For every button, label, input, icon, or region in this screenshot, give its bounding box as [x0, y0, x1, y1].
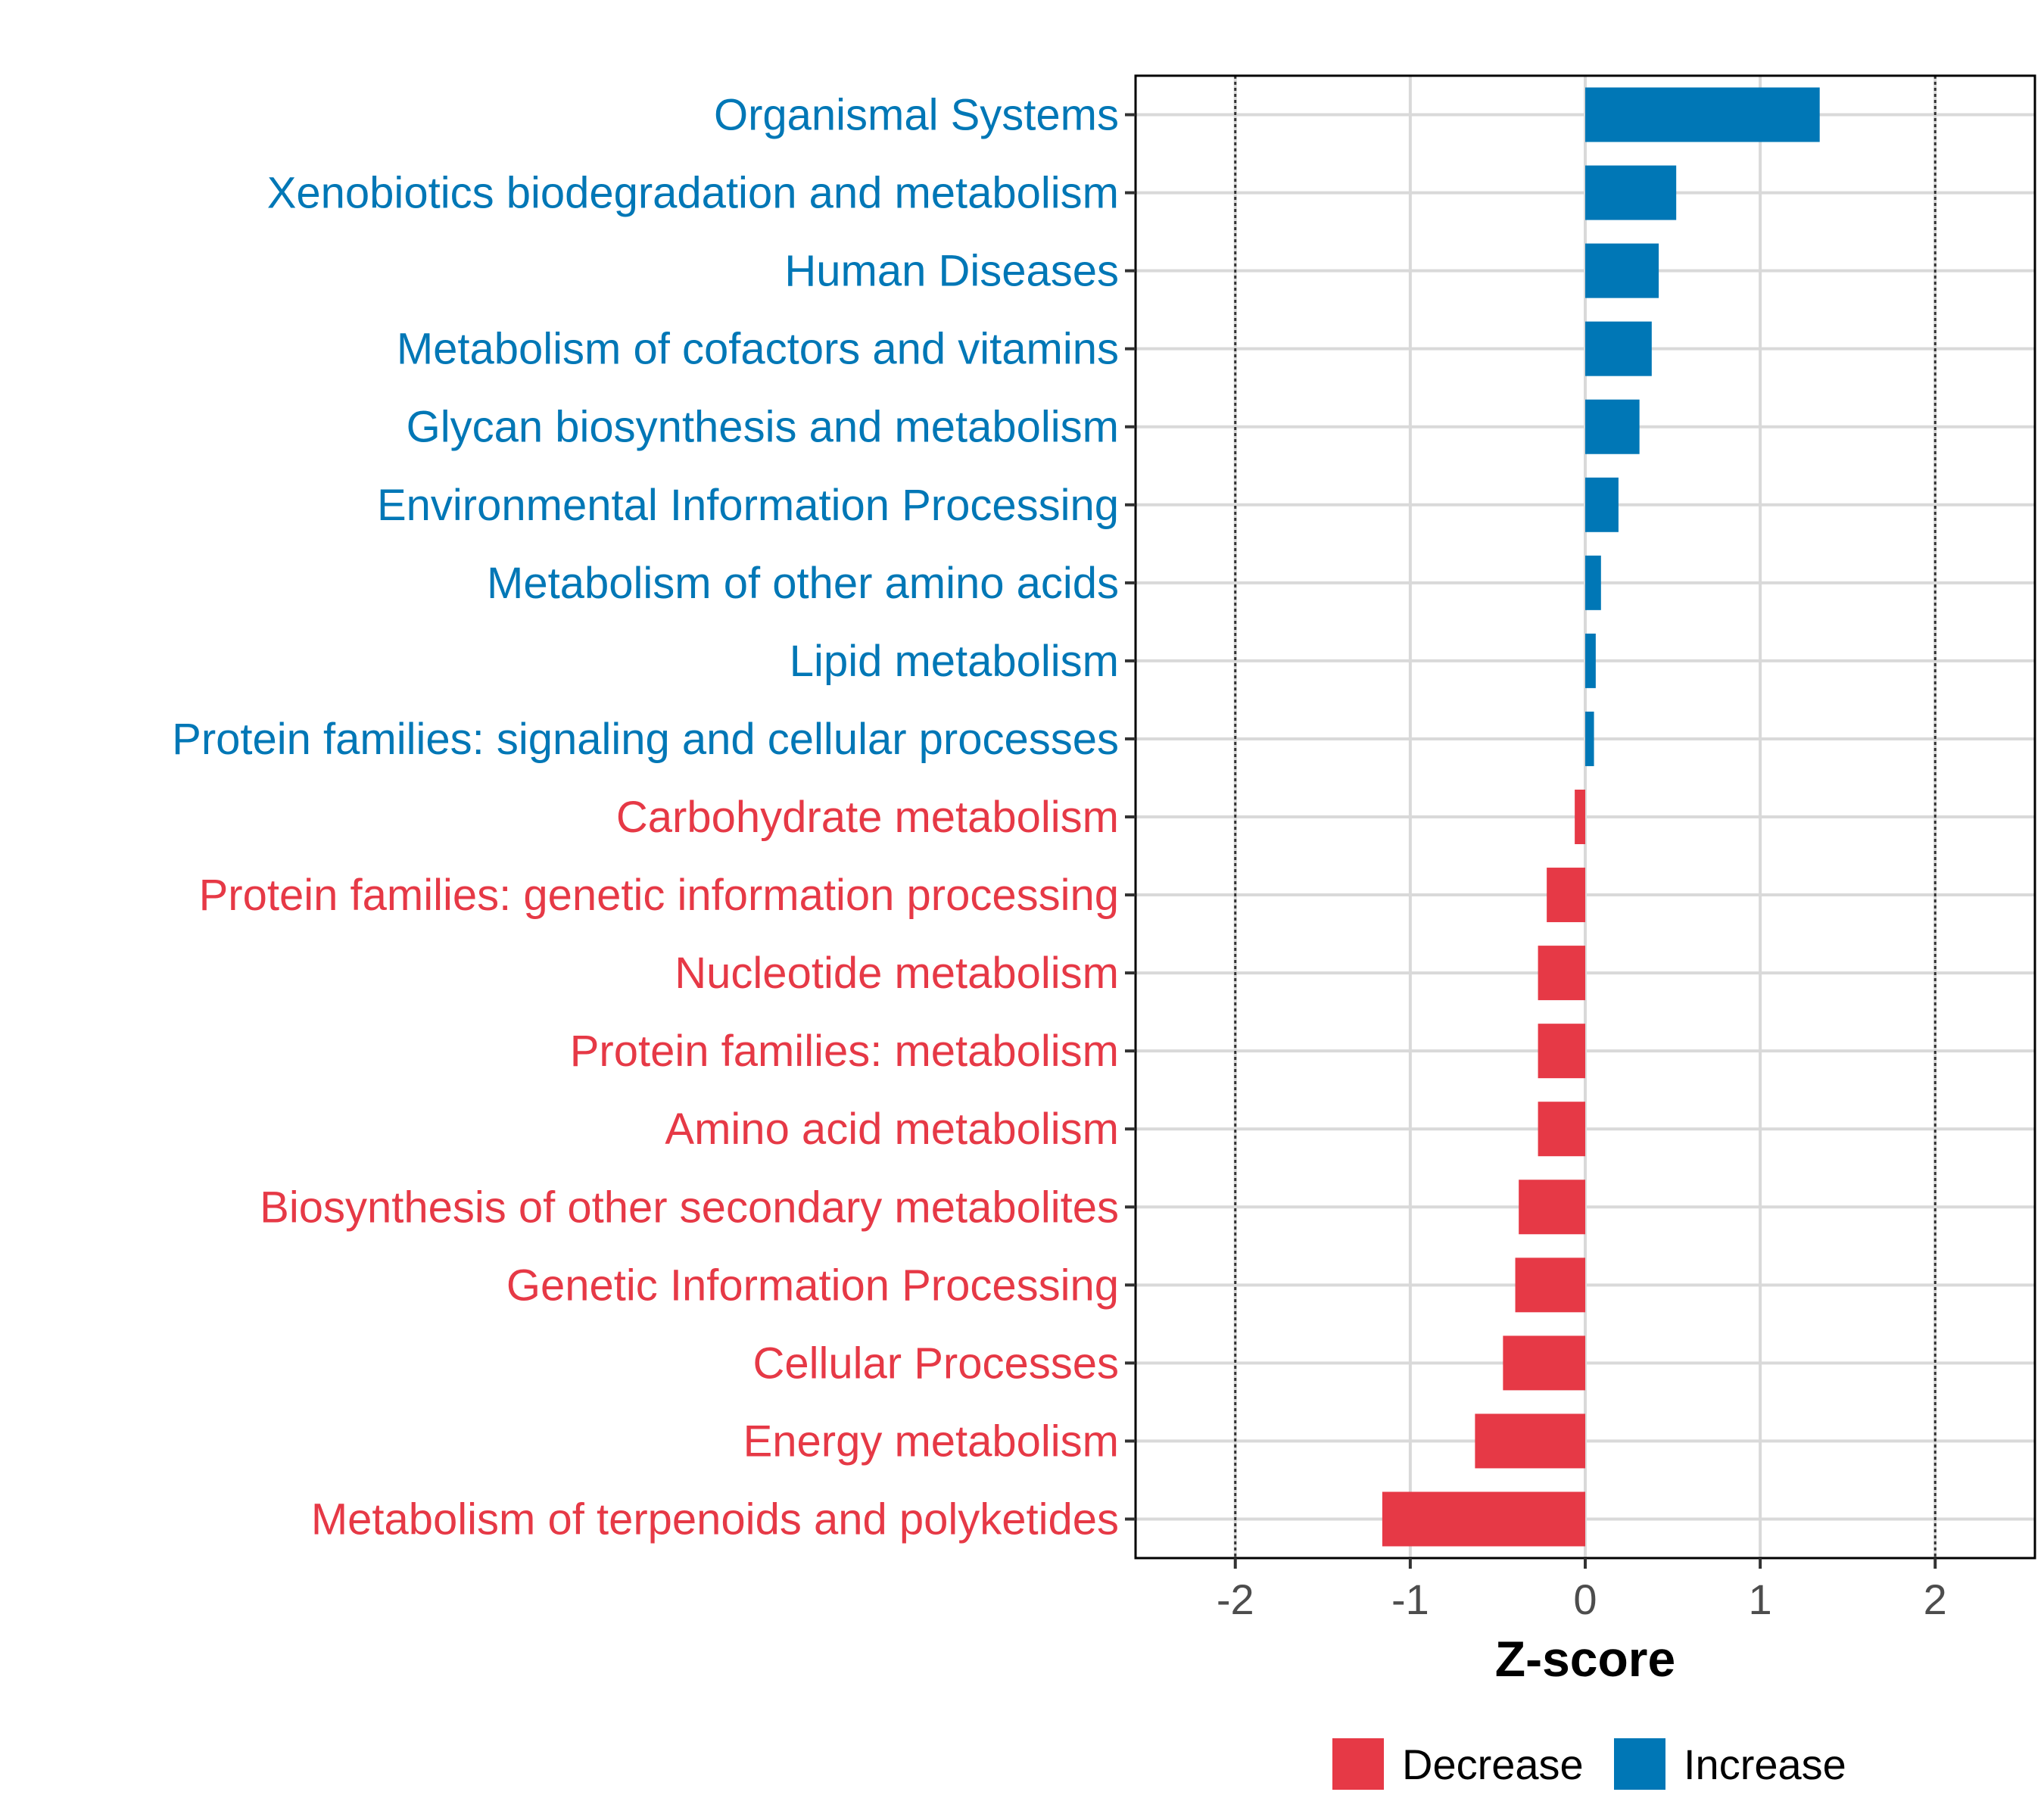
category-label: Human Diseases — [784, 247, 1119, 296]
x-axis-tick-labels: -2 -1 0 1 2 — [1217, 1575, 1947, 1623]
category-label: Energy metabolism — [743, 1417, 1119, 1466]
bars — [1382, 87, 1820, 1547]
bar-decrease — [1515, 1258, 1585, 1313]
x-tick-label: -1 — [1391, 1575, 1429, 1623]
legend-label-decrease: Decrease — [1402, 1741, 1584, 1788]
reference-lines — [1234, 76, 1937, 1558]
legend-swatch-decrease — [1332, 1738, 1384, 1790]
category-label: Metabolism of other amino acids — [487, 559, 1119, 608]
category-label: Biosynthesis of other secondary metaboli… — [260, 1183, 1119, 1232]
category-label: Cellular Processes — [752, 1339, 1119, 1388]
category-label: Nucleotide metabolism — [675, 949, 1119, 998]
bar-decrease — [1382, 1491, 1585, 1547]
bar-decrease — [1575, 790, 1585, 844]
bar-increase — [1585, 321, 1652, 376]
bar-increase — [1585, 555, 1601, 610]
bar-decrease — [1538, 1024, 1585, 1079]
bar-increase — [1585, 165, 1677, 220]
legend: Decrease Increase — [1332, 1738, 1846, 1790]
x-axis-ticks — [1233, 1558, 1937, 1569]
bar-decrease — [1538, 946, 1585, 1001]
bar-increase — [1585, 477, 1619, 532]
x-tick-label: 0 — [1573, 1575, 1597, 1623]
category-label: Protein families: signaling and cellular… — [172, 715, 1119, 764]
bar-decrease — [1519, 1180, 1585, 1235]
category-label: Protein families: genetic information pr… — [199, 871, 1119, 920]
category-label: Lipid metabolism — [790, 637, 1119, 686]
category-label: Environmental Information Processing — [377, 481, 1119, 530]
category-label: Metabolism of cofactors and vitamins — [397, 325, 1119, 374]
bar-increase — [1585, 243, 1659, 298]
bar-increase — [1585, 399, 1640, 454]
x-axis-title: Z-score — [1495, 1631, 1675, 1687]
bar-decrease — [1547, 868, 1585, 923]
category-label: Glycan biosynthesis and metabolism — [407, 403, 1119, 452]
category-label: Genetic Information Processing — [506, 1261, 1119, 1310]
legend-swatch-increase — [1614, 1738, 1665, 1790]
y-axis-ticks — [1125, 113, 1136, 1521]
bar-decrease — [1503, 1335, 1585, 1391]
category-label: Carbohydrate metabolism — [616, 793, 1119, 842]
x-tick-label: 1 — [1749, 1575, 1772, 1623]
category-label: Xenobiotics biodegradation and metabolis… — [267, 169, 1119, 218]
y-axis-category-labels: Organismal Systems Xenobiotics biodegrada… — [172, 91, 1119, 1544]
bar-increase — [1585, 633, 1596, 688]
legend-label-increase: Increase — [1684, 1741, 1846, 1788]
bar-decrease — [1475, 1413, 1585, 1469]
bar-increase — [1585, 711, 1594, 766]
x-tick-label: 2 — [1924, 1575, 1947, 1623]
category-label: Protein families: metabolism — [570, 1027, 1119, 1076]
category-label: Organismal Systems — [714, 91, 1119, 140]
category-label: Amino acid metabolism — [665, 1105, 1119, 1154]
category-label: Metabolism of terpenoids and polyketides — [311, 1494, 1119, 1544]
x-tick-label: -2 — [1217, 1575, 1254, 1623]
bar-decrease — [1538, 1102, 1585, 1157]
bar-increase — [1585, 87, 1820, 142]
